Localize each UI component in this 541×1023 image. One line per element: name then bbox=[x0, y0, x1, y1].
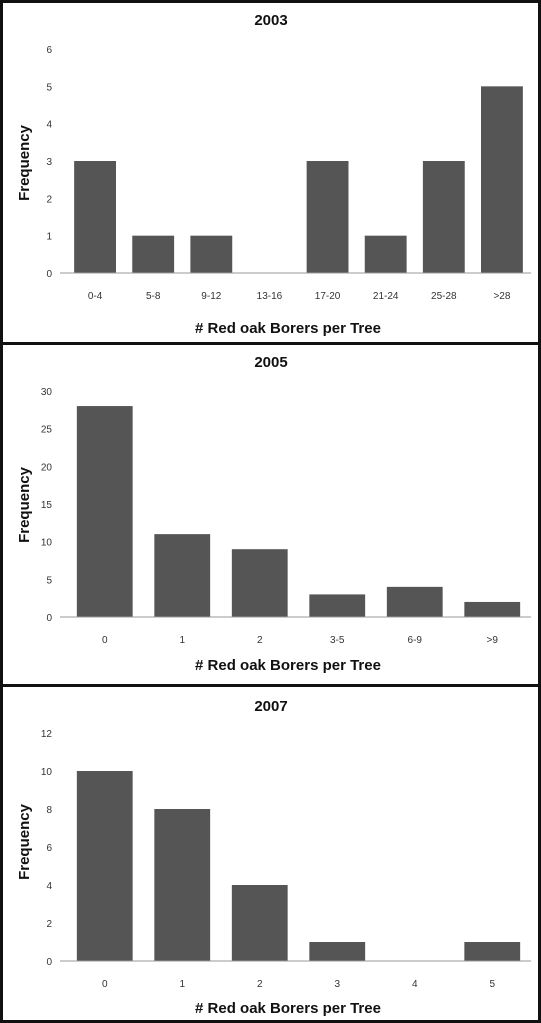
chart-title: 2007 bbox=[254, 698, 287, 715]
y-tick-label: 12 bbox=[41, 729, 53, 740]
x-tick-label: 5 bbox=[489, 979, 495, 990]
bar bbox=[190, 235, 233, 273]
x-tick-label: 25-28 bbox=[431, 291, 457, 302]
x-tick-label: 17-20 bbox=[315, 291, 341, 302]
bar bbox=[464, 942, 521, 961]
y-tick-label: 25 bbox=[41, 425, 53, 436]
chart-2005: 2005 Frequency # Red oak Borers per Tree… bbox=[16, 354, 531, 674]
y-tick-label: 6 bbox=[46, 843, 52, 854]
y-axis-title: Frequency bbox=[16, 803, 33, 880]
x-tick-label: >28 bbox=[493, 291, 510, 302]
x-tick-label: 2 bbox=[257, 635, 263, 646]
y-tick-label: 0 bbox=[46, 957, 52, 968]
x-tick-label: 3 bbox=[334, 979, 340, 990]
x-tick-label: 0-4 bbox=[88, 291, 103, 302]
y-axis-title: Frequency bbox=[16, 124, 33, 201]
x-axis-title: # Red oak Borers per Tree bbox=[195, 657, 381, 674]
bar bbox=[231, 549, 288, 617]
x-axis-title: # Red oak Borers per Tree bbox=[195, 320, 381, 337]
y-tick-label: 10 bbox=[41, 538, 53, 549]
chart-2003: 2003 Frequency # Red oak Borers per Tree… bbox=[16, 12, 531, 337]
bar bbox=[74, 161, 116, 273]
y-tick-label: 5 bbox=[46, 82, 52, 93]
y-tick-label: 2 bbox=[46, 919, 52, 930]
x-tick-label: 1 bbox=[179, 979, 185, 990]
y-tick-label: 2 bbox=[46, 194, 52, 205]
bar bbox=[306, 161, 349, 273]
x-tick-label: 21-24 bbox=[373, 291, 399, 302]
chart-panel-2003: 2003 Frequency # Red oak Borers per Tree… bbox=[0, 0, 541, 345]
x-tick-label: 5-8 bbox=[146, 291, 161, 302]
bar bbox=[422, 161, 465, 273]
bar bbox=[364, 235, 407, 273]
y-tick-label: 6 bbox=[46, 45, 52, 56]
y-tick-label: 15 bbox=[41, 500, 53, 511]
bar bbox=[309, 594, 366, 617]
bar bbox=[386, 586, 443, 617]
chart-2007: 2007 Frequency # Red oak Borers per Tree… bbox=[16, 698, 531, 1017]
chart-title: 2003 bbox=[254, 12, 287, 29]
y-axis-title: Frequency bbox=[16, 466, 33, 543]
bar bbox=[76, 771, 133, 961]
bar bbox=[231, 885, 288, 961]
x-tick-label: 4 bbox=[412, 979, 418, 990]
x-tick-label: 3-5 bbox=[330, 635, 345, 646]
y-tick-label: 3 bbox=[46, 157, 52, 168]
x-tick-label: 9-12 bbox=[201, 291, 221, 302]
bar bbox=[309, 942, 366, 961]
x-tick-label: 13-16 bbox=[257, 291, 283, 302]
y-tick-label: 4 bbox=[46, 120, 52, 131]
bar bbox=[154, 809, 211, 961]
x-tick-label: 1 bbox=[179, 635, 185, 646]
chart-title: 2005 bbox=[254, 354, 287, 371]
x-axis-title: # Red oak Borers per Tree bbox=[195, 1000, 381, 1017]
chart-panel-2007: 2007 Frequency # Red oak Borers per Tree… bbox=[0, 684, 541, 1023]
y-tick-label: 10 bbox=[41, 767, 53, 778]
x-tick-label: 0 bbox=[102, 979, 108, 990]
bar bbox=[132, 235, 175, 273]
y-tick-label: 5 bbox=[46, 575, 52, 586]
plot-area: 0 5 10 15 20 25 30 0 1 2 3-5 6-9 >9 bbox=[41, 387, 531, 646]
x-tick-label: >9 bbox=[487, 635, 499, 646]
x-tick-label: 0 bbox=[102, 635, 108, 646]
y-tick-label: 20 bbox=[41, 462, 53, 473]
y-tick-label: 0 bbox=[46, 613, 52, 624]
y-tick-label: 8 bbox=[46, 805, 52, 816]
plot-area: 0 1 2 3 4 5 6 0-4 5-8 9-12 13-16 17-20 21-24 25-28 >28 bbox=[46, 45, 531, 302]
bar bbox=[76, 406, 133, 617]
x-tick-label: 6-9 bbox=[408, 635, 423, 646]
y-tick-label: 4 bbox=[46, 881, 52, 892]
bar bbox=[464, 601, 521, 617]
x-tick-label: 2 bbox=[257, 979, 263, 990]
y-tick-label: 30 bbox=[41, 387, 53, 398]
chart-panel-2005: 2005 Frequency # Red oak Borers per Tree… bbox=[0, 342, 541, 687]
y-tick-label: 1 bbox=[46, 232, 52, 243]
y-tick-label: 0 bbox=[46, 269, 52, 280]
bar bbox=[154, 534, 211, 617]
bar bbox=[481, 86, 523, 273]
